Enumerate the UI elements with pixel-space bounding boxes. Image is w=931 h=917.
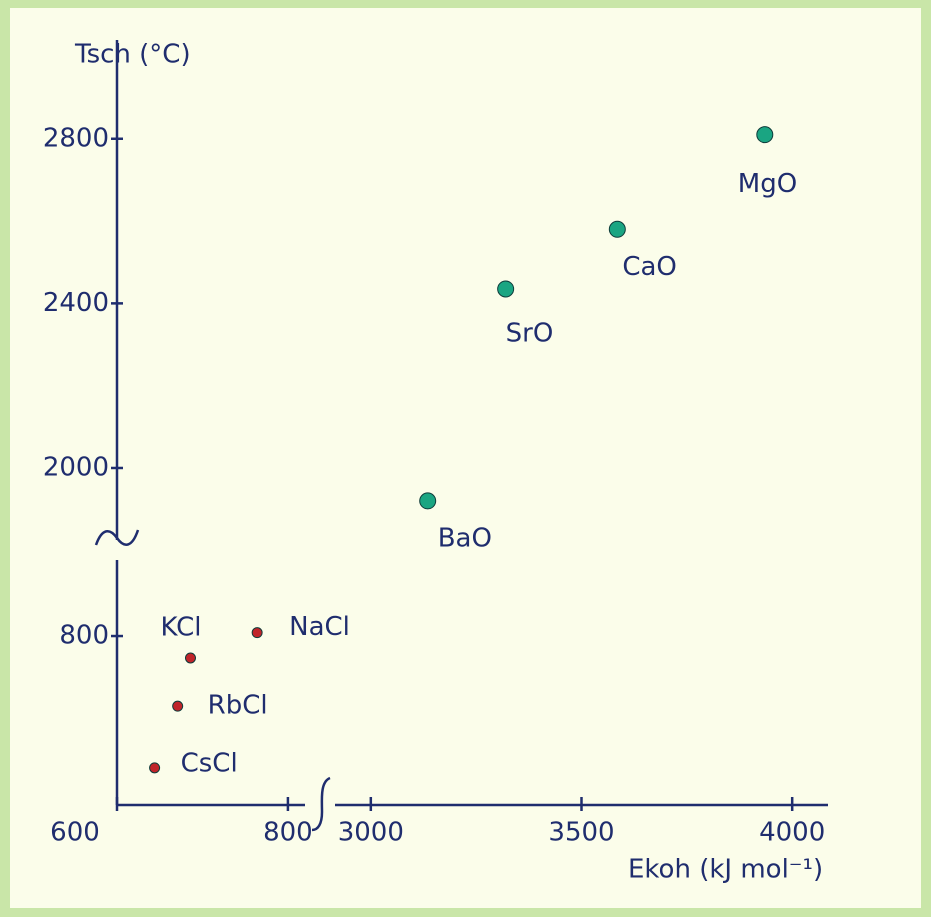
paper: [10, 8, 921, 908]
x-axis-label: Ekoh (kJ mol⁻¹): [628, 855, 823, 885]
page: {"chart_data": [ {"type": "scatter", "y_…: [0, 0, 931, 917]
point: [185, 653, 195, 663]
point: [420, 493, 436, 509]
x-tick-label: 4000: [759, 818, 825, 848]
x-tick-label: 600: [50, 818, 100, 848]
point-label: MgO: [738, 169, 797, 199]
chart: Tsch (°C) Ekoh (kJ mol⁻¹) 2000 2400 2800 30…: [0, 0, 931, 917]
point: [498, 281, 514, 297]
point-label: SrO: [506, 318, 554, 348]
point-label: CsCl: [181, 748, 238, 778]
point-label: CaO: [622, 252, 677, 282]
y-tick-label: 2800: [43, 123, 109, 153]
x-tick-label: 3500: [548, 818, 614, 848]
x-tick-label: 800: [263, 818, 313, 848]
x-tick-label: 3000: [338, 818, 404, 848]
point-label: RbCl: [208, 691, 268, 721]
y-tick-label: 800: [59, 621, 109, 651]
point: [150, 763, 160, 773]
y-axis-label: Tsch (°C): [74, 40, 191, 70]
point: [173, 701, 183, 711]
point: [252, 628, 262, 638]
point-label: KCl: [160, 613, 201, 643]
y-tick-label: 2400: [43, 288, 109, 318]
point: [757, 127, 773, 143]
point-label: NaCl: [289, 612, 350, 642]
point-label: BaO: [438, 523, 492, 553]
y-tick-label: 2000: [43, 452, 109, 482]
point: [609, 221, 625, 237]
